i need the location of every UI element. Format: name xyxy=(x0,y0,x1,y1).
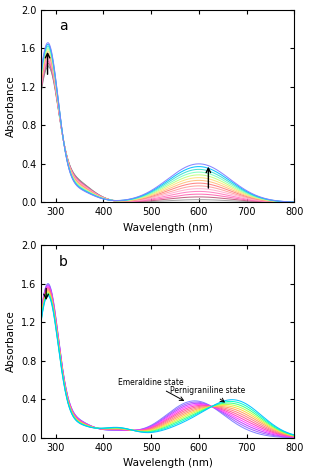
Text: a: a xyxy=(59,19,68,33)
Text: b: b xyxy=(59,255,68,269)
Y-axis label: Absorbance: Absorbance xyxy=(6,75,15,137)
X-axis label: Wavelength (nm): Wavelength (nm) xyxy=(123,458,213,468)
Text: Emeraldine state: Emeraldine state xyxy=(118,378,184,401)
Text: Pernigraniline state: Pernigraniline state xyxy=(170,386,245,402)
X-axis label: Wavelength (nm): Wavelength (nm) xyxy=(123,223,213,233)
Y-axis label: Absorbance: Absorbance xyxy=(6,311,15,373)
